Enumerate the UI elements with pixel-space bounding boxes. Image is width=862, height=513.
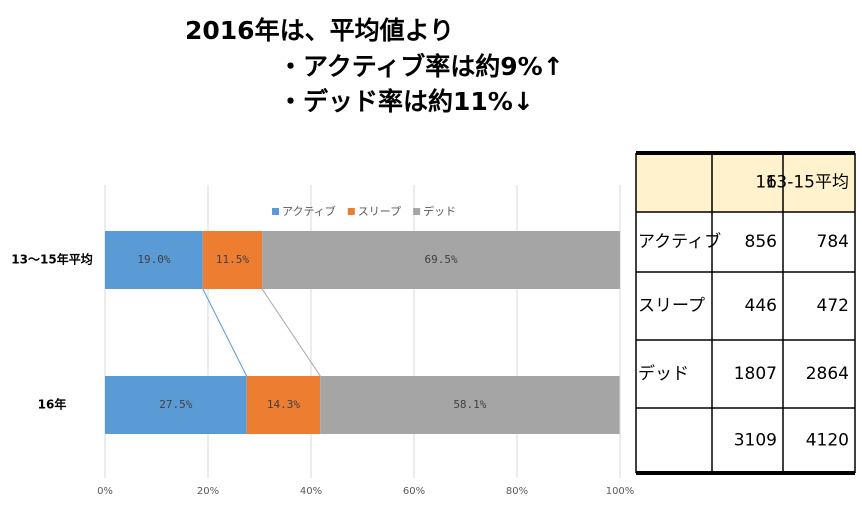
data-label: 14.3% bbox=[267, 398, 300, 411]
x-tick-label: 0% bbox=[97, 486, 113, 497]
x-tick-label: 40% bbox=[300, 486, 322, 497]
cell: 784 bbox=[817, 232, 849, 252]
x-tick-label: 80% bbox=[506, 486, 528, 497]
series-line bbox=[261, 288, 321, 377]
cell: 1807 bbox=[734, 364, 777, 384]
bar-segment bbox=[105, 376, 247, 434]
title-line: 2016年は、平均値より bbox=[185, 16, 454, 45]
data-label: 58.1% bbox=[453, 398, 486, 411]
column-header: 13-15平均 bbox=[766, 173, 849, 193]
title-line: ・アクティブ率は約9%↑ bbox=[278, 52, 564, 81]
bar-segment bbox=[246, 376, 321, 434]
x-tick-label: 20% bbox=[197, 486, 219, 497]
legend-swatch bbox=[347, 208, 355, 215]
data-label: 69.5% bbox=[424, 253, 457, 266]
series-line bbox=[202, 288, 248, 377]
header-bg bbox=[636, 153, 855, 212]
column-header: 16 bbox=[755, 173, 777, 193]
bar-segment bbox=[202, 231, 263, 289]
x-tick-label: 100% bbox=[606, 486, 635, 497]
cell: 856 bbox=[745, 232, 777, 252]
data-label: 11.5% bbox=[216, 253, 249, 266]
bar-segment bbox=[262, 231, 620, 289]
cell: 2864 bbox=[806, 364, 849, 384]
bar-segment bbox=[105, 231, 203, 289]
x-tick-label: 60% bbox=[403, 486, 425, 497]
cell: 446 bbox=[745, 296, 777, 316]
cell: 472 bbox=[817, 296, 849, 316]
legend-label: スリープ bbox=[358, 205, 401, 218]
legend-swatch bbox=[272, 208, 279, 215]
legend-label: アクティブ bbox=[282, 204, 336, 218]
data-label: 19.0% bbox=[137, 253, 170, 266]
row-label: スリープ bbox=[638, 296, 705, 316]
legend-label: デッド bbox=[423, 204, 456, 218]
y-tick-label: 13〜15年平均 bbox=[11, 252, 92, 267]
cell: 3109 bbox=[734, 431, 777, 451]
legend-swatch bbox=[413, 208, 421, 215]
chart: 0% 20% 40% 60% 80% 100% アクティブ スリープ デッド 13〜15年平均 19… bbox=[11, 185, 634, 497]
title-line: ・デッド率は約11%↓ bbox=[278, 87, 534, 116]
y-tick-label: 16年 bbox=[38, 397, 67, 412]
bar-segment bbox=[320, 376, 620, 434]
row-label: アクティブ bbox=[638, 231, 721, 252]
row-label: デッド bbox=[638, 363, 689, 384]
data-label: 27.5% bbox=[159, 398, 192, 411]
cell: 4120 bbox=[806, 431, 849, 451]
